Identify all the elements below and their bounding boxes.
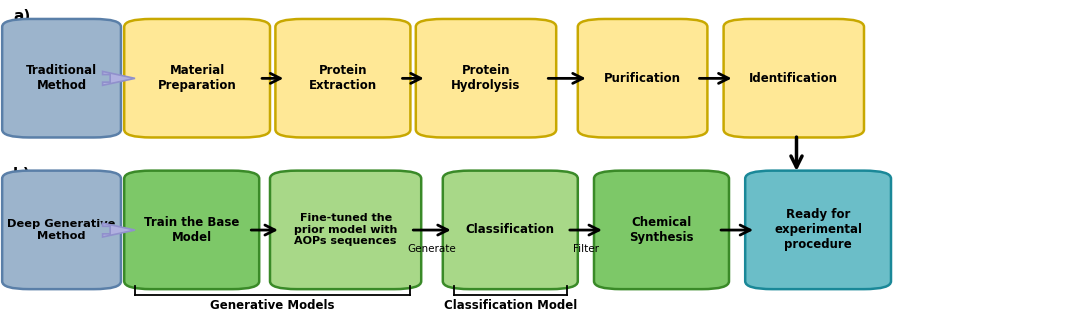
Text: b): b) [13, 167, 30, 182]
Text: Ready for
experimental
procedure: Ready for experimental procedure [774, 208, 862, 252]
Text: Train the Base
Model: Train the Base Model [144, 216, 240, 244]
FancyBboxPatch shape [443, 171, 578, 289]
Text: Protein
Extraction: Protein Extraction [309, 64, 377, 92]
FancyBboxPatch shape [270, 171, 421, 289]
Text: Classification Model: Classification Model [444, 299, 577, 312]
Text: Traditional
Method: Traditional Method [26, 64, 97, 92]
Text: Generate: Generate [407, 244, 457, 254]
Text: Identification: Identification [750, 72, 838, 85]
Text: Generative Models: Generative Models [211, 299, 335, 312]
FancyBboxPatch shape [724, 19, 864, 137]
Text: Protein
Hydrolysis: Protein Hydrolysis [451, 64, 521, 92]
FancyBboxPatch shape [594, 171, 729, 289]
Text: Purification: Purification [604, 72, 681, 85]
Text: Classification: Classification [465, 223, 555, 236]
FancyBboxPatch shape [578, 19, 707, 137]
Text: Fine-tuned the
prior model with
AOPs sequences: Fine-tuned the prior model with AOPs seq… [294, 213, 397, 246]
Polygon shape [103, 223, 135, 237]
FancyBboxPatch shape [745, 171, 891, 289]
Polygon shape [103, 71, 135, 85]
Text: Chemical
Synthesis: Chemical Synthesis [630, 216, 693, 244]
FancyBboxPatch shape [416, 19, 556, 137]
Text: Filter: Filter [572, 244, 599, 254]
FancyBboxPatch shape [275, 19, 410, 137]
FancyBboxPatch shape [2, 171, 121, 289]
Text: Material
Preparation: Material Preparation [158, 64, 237, 92]
Text: a): a) [13, 9, 30, 24]
FancyBboxPatch shape [124, 171, 259, 289]
Text: Deep Generative
Method: Deep Generative Method [8, 219, 116, 241]
FancyBboxPatch shape [124, 19, 270, 137]
FancyBboxPatch shape [2, 19, 121, 137]
